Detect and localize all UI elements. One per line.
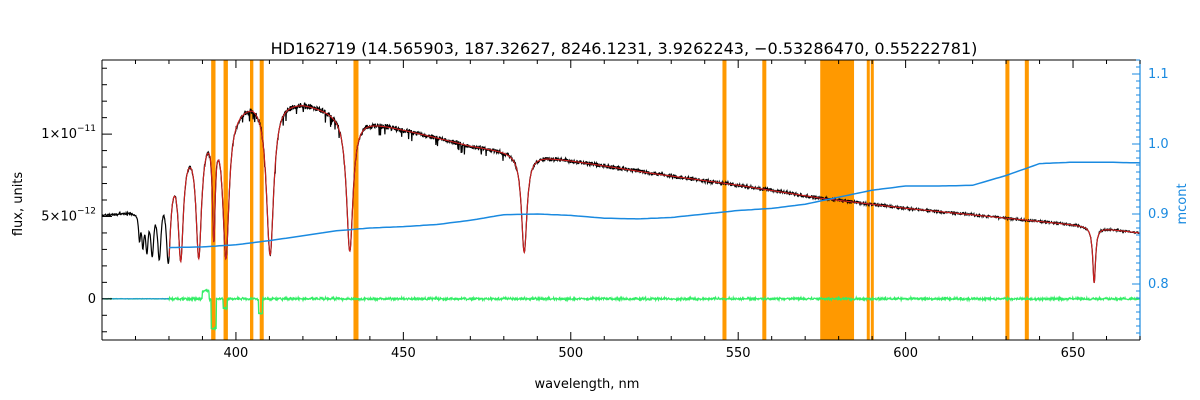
observed-line [102, 102, 1141, 284]
mask-band-2 [249, 60, 254, 340]
residual-series [102, 288, 1141, 332]
chart-title: HD162719 (14.565903, 187.32627, 8246.123… [271, 39, 978, 58]
mask-band-0 [211, 60, 216, 340]
y-right-tick-label: 1.0 [1148, 137, 1169, 152]
mask-band-9 [870, 60, 874, 340]
continuum-line [168, 161, 1141, 249]
mask-band-5 [722, 60, 727, 340]
y-tick-label: 1×10−11 [41, 124, 96, 142]
y-axis-label: flux, units [11, 172, 26, 237]
mask-band-11 [1024, 60, 1029, 340]
mask-band-10 [1005, 60, 1010, 340]
x-tick-label: 400 [224, 346, 249, 361]
x-tick-label: 550 [726, 346, 751, 361]
x-tick-label: 650 [1061, 346, 1086, 361]
mask-band-6 [762, 60, 767, 340]
mask-band-8 [866, 60, 870, 340]
model-series [168, 105, 1140, 284]
y-right-tick-label: 0.9 [1148, 207, 1169, 222]
continuum-series [168, 161, 1141, 249]
x-tick-label: 500 [558, 346, 583, 361]
mask-band-3 [259, 60, 264, 340]
y-tick-label: 0 [88, 292, 96, 307]
right-axis-label: mcont [1175, 183, 1190, 224]
y-tick-label: 5×10−12 [41, 206, 96, 224]
residual-line [102, 288, 1141, 332]
x-tick-label: 600 [893, 346, 918, 361]
x-axis-label: wavelength, nm [535, 377, 640, 392]
observed-series [102, 102, 1141, 284]
x-tick-label: 450 [391, 346, 416, 361]
model-line [168, 105, 1140, 284]
y-right-tick-label: 0.8 [1148, 277, 1169, 292]
mask-band-4 [353, 60, 359, 340]
axes: 400 450 500 550 600 650 0 5×10−12 1×10−11 0.8 0.9 1… [41, 59, 1169, 361]
y-right-tick-label: 1.1 [1148, 67, 1169, 82]
mask-band-1 [223, 60, 228, 340]
mask-bands [211, 60, 1029, 340]
